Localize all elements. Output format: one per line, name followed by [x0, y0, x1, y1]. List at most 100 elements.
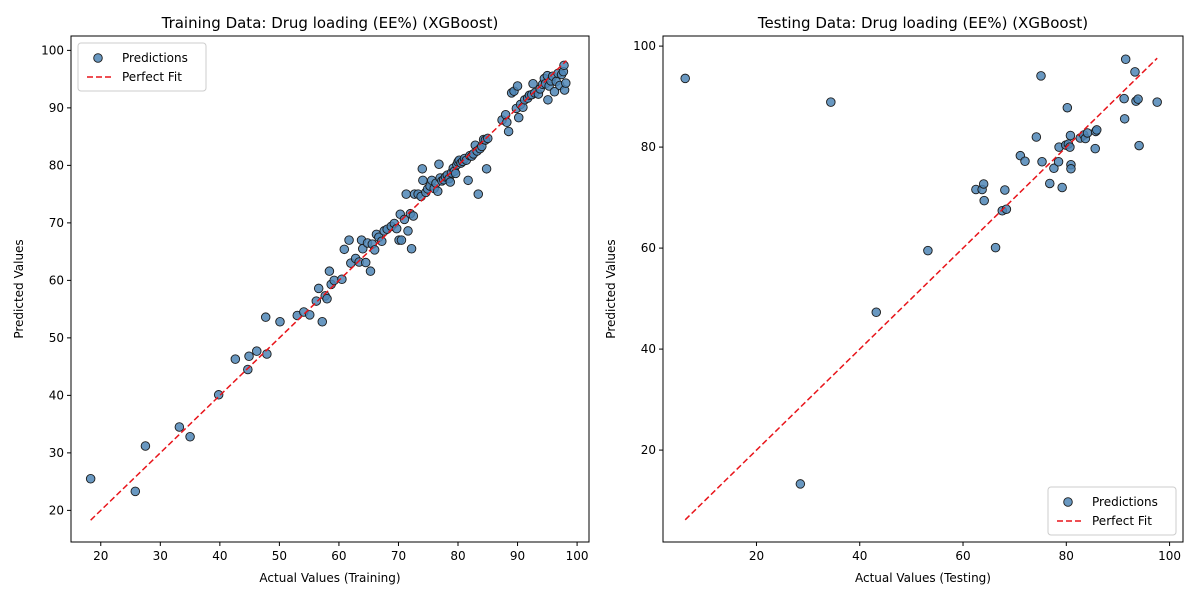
data-point	[417, 164, 428, 174]
y-axis-label: Predicted Values	[12, 239, 26, 338]
y-tick-label: 60	[49, 273, 64, 287]
chart-title: Testing Data: Drug loading (EE%) (XGBoos…	[757, 14, 1088, 32]
x-tick-label: 60	[331, 549, 346, 563]
data-point	[826, 97, 836, 107]
data-point	[329, 275, 339, 286]
data-point	[1133, 94, 1143, 104]
legend: Predictions Perfect Fit	[77, 42, 207, 92]
data-point	[317, 317, 328, 327]
data-point	[369, 245, 380, 255]
data-point	[365, 266, 376, 276]
data-point	[1057, 182, 1067, 193]
data-point	[418, 175, 428, 186]
data-point	[311, 296, 322, 306]
y-tick-label: 100	[41, 43, 64, 57]
data-point	[130, 486, 141, 497]
data-point	[923, 245, 933, 256]
data-point	[344, 235, 354, 245]
predictions-series	[85, 60, 571, 497]
y-tick-label: 30	[49, 446, 64, 460]
y-tick-label: 20	[641, 443, 656, 457]
x-tick-label: 50	[272, 549, 287, 563]
plot-frame	[662, 35, 1184, 543]
x-tick-label: 80	[1059, 549, 1074, 563]
y-tick-label: 80	[49, 158, 64, 172]
data-point	[1120, 54, 1131, 64]
chart-title: Training Data: Drug loading (EE%) (XGBoo…	[161, 14, 499, 32]
data-point	[185, 432, 195, 442]
data-point	[433, 186, 443, 196]
x-tick-label: 20	[749, 549, 764, 563]
data-point	[360, 257, 371, 268]
perfect-fit-line	[90, 60, 567, 521]
legend-label-predictions: Predictions	[1092, 495, 1158, 509]
x-tick-label: 70	[391, 549, 406, 563]
data-point	[1037, 156, 1047, 167]
data-point	[174, 422, 185, 432]
x-tick-label: 30	[153, 549, 168, 563]
data-point	[513, 112, 524, 123]
perfect-fit-line	[684, 57, 1158, 521]
legend-label-perfect-fit: Perfect Fit	[122, 70, 182, 84]
data-point	[528, 78, 538, 89]
data-point	[1049, 163, 1059, 174]
data-point	[305, 310, 315, 320]
data-point	[1031, 132, 1042, 142]
data-point	[1065, 130, 1076, 141]
data-point	[401, 189, 411, 199]
data-point	[979, 195, 989, 206]
x-tick-label: 80	[450, 549, 465, 563]
y-tick-label: 90	[49, 101, 64, 115]
y-tick-label: 20	[49, 503, 64, 517]
data-point	[1152, 97, 1162, 107]
data-point	[1092, 125, 1102, 135]
data-point	[871, 307, 882, 317]
x-tick-label: 60	[955, 549, 970, 563]
y-tick-label: 60	[641, 241, 656, 255]
y-tick-label: 100	[633, 39, 656, 53]
x-tick-label: 40	[212, 549, 227, 563]
data-point	[399, 214, 410, 225]
data-point	[1130, 67, 1140, 77]
data-point	[252, 346, 262, 356]
legend-marker-predictions	[1063, 497, 1073, 507]
data-point	[339, 244, 350, 255]
legend-box	[1047, 486, 1177, 536]
data-point	[978, 179, 989, 189]
data-point	[1036, 71, 1046, 81]
data-point	[561, 78, 571, 88]
legend: Predictions Perfect Fit	[1047, 486, 1177, 536]
data-point	[313, 283, 324, 294]
legend-label-predictions: Predictions	[122, 51, 188, 65]
data-point	[243, 364, 253, 375]
x-tick-label: 90	[510, 549, 525, 563]
data-point	[503, 126, 514, 137]
legend-marker-predictions	[93, 53, 103, 63]
x-axis-label: Actual Values (Testing)	[855, 571, 991, 585]
x-tick-label: 20	[93, 549, 108, 563]
data-point	[1000, 185, 1010, 195]
legend-box	[77, 42, 207, 92]
legend-label-perfect-fit: Perfect Fit	[1092, 514, 1152, 528]
y-tick-label: 50	[49, 331, 64, 345]
x-axis-label: Actual Values (Training)	[259, 571, 400, 585]
data-point	[512, 81, 523, 91]
data-point	[403, 226, 413, 236]
data-point	[990, 242, 1001, 253]
data-point	[450, 168, 461, 179]
data-point	[434, 159, 444, 169]
data-point	[1134, 140, 1144, 151]
plot-frame	[70, 35, 590, 543]
y-axis-label: Predicted Values	[604, 239, 618, 338]
data-point	[337, 274, 347, 284]
data-point	[213, 390, 224, 400]
data-point	[1045, 178, 1055, 189]
data-point	[406, 243, 417, 254]
data-point	[1090, 143, 1100, 154]
x-tick-label: 100	[566, 549, 589, 563]
data-point	[260, 312, 271, 322]
y-tick-label: 40	[49, 388, 64, 402]
training-chart: Training Data: Drug loading (EE%) (XGBoo…	[12, 14, 590, 585]
y-tick-label: 80	[641, 140, 656, 154]
